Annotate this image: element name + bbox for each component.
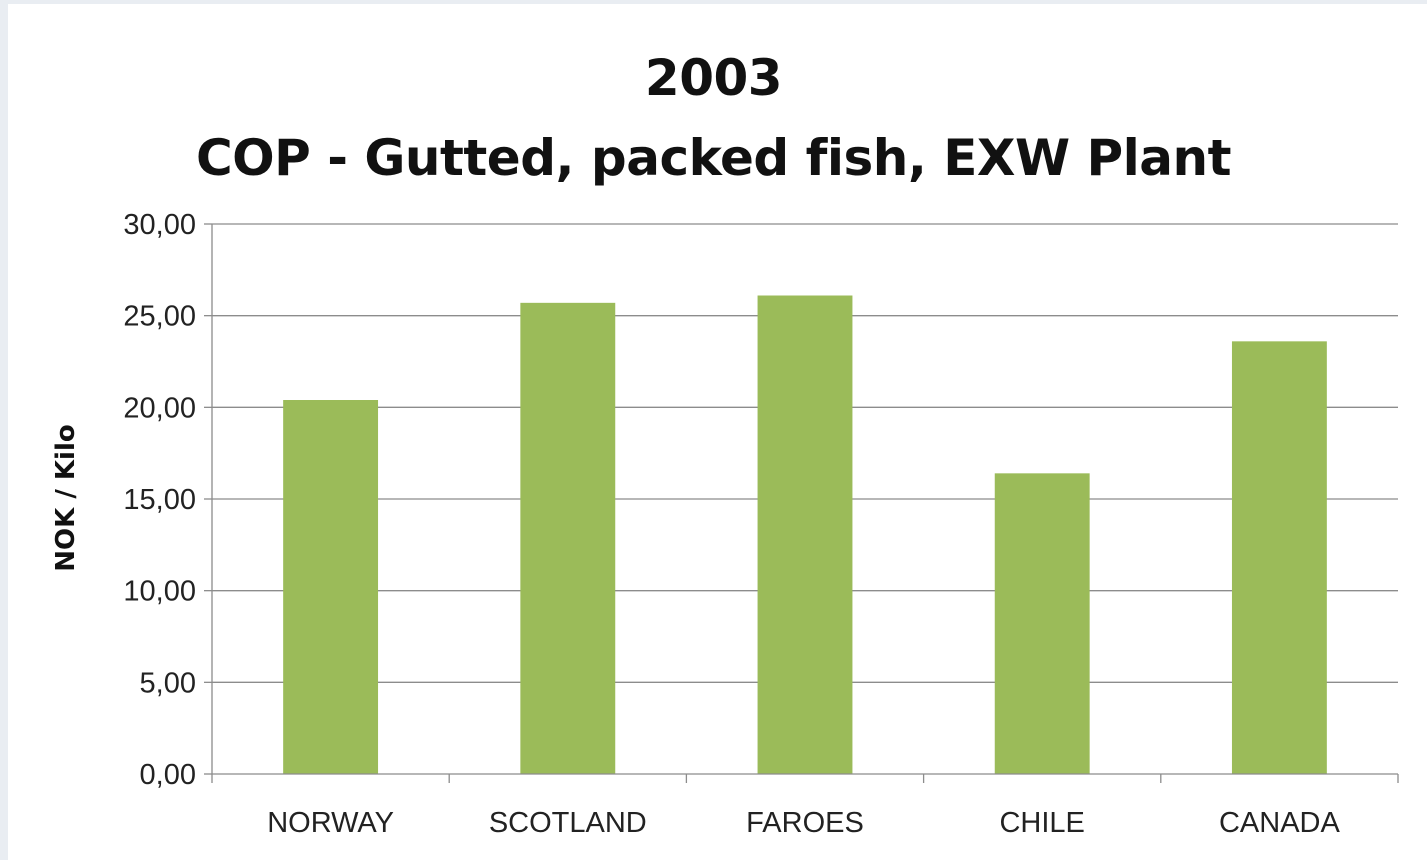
bar-faroes xyxy=(757,295,853,774)
bar-norway xyxy=(283,400,379,774)
y-tick-label: 20,00 xyxy=(123,392,196,424)
x-tick-label: NORWAY xyxy=(267,807,394,839)
y-tick-label: 5,00 xyxy=(140,667,196,699)
chart-area xyxy=(8,4,1427,860)
bar-chile xyxy=(994,473,1090,774)
y-tick-label: 30,00 xyxy=(123,209,196,241)
chart-subtitle: COP - Gutted, packed fish, EXW Plant xyxy=(195,129,1232,187)
axes xyxy=(204,223,1399,783)
y-tick-label: 0,00 xyxy=(140,759,196,791)
bars xyxy=(283,295,1327,774)
y-tick-label: 10,00 xyxy=(123,576,196,608)
tick-labels: 0,00 5,00 10,00 15,00 20,00 25,00 30,00 NORWAY S… xyxy=(123,209,1340,839)
chart-titles: 2003 COP - Gutted, packed fish, EXW Plan… xyxy=(0,38,1427,198)
y-axis-label: NOK / Kilo xyxy=(51,424,81,571)
x-tick-label: CANADA xyxy=(1219,807,1341,839)
x-tick-label: SCOTLAND xyxy=(489,807,647,839)
y-tick-label: 25,00 xyxy=(123,301,196,333)
x-tick-label: FAROES xyxy=(746,807,864,839)
x-tick-label: CHILE xyxy=(999,807,1084,839)
chart-title: 2003 xyxy=(644,49,783,107)
bar-canada xyxy=(1231,341,1327,774)
y-tick-label: 15,00 xyxy=(123,484,196,516)
bar-scotland xyxy=(520,302,616,774)
